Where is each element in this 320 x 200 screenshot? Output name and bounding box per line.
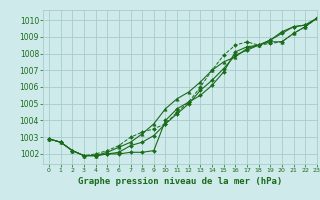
X-axis label: Graphe pression niveau de la mer (hPa): Graphe pression niveau de la mer (hPa) [78,177,282,186]
